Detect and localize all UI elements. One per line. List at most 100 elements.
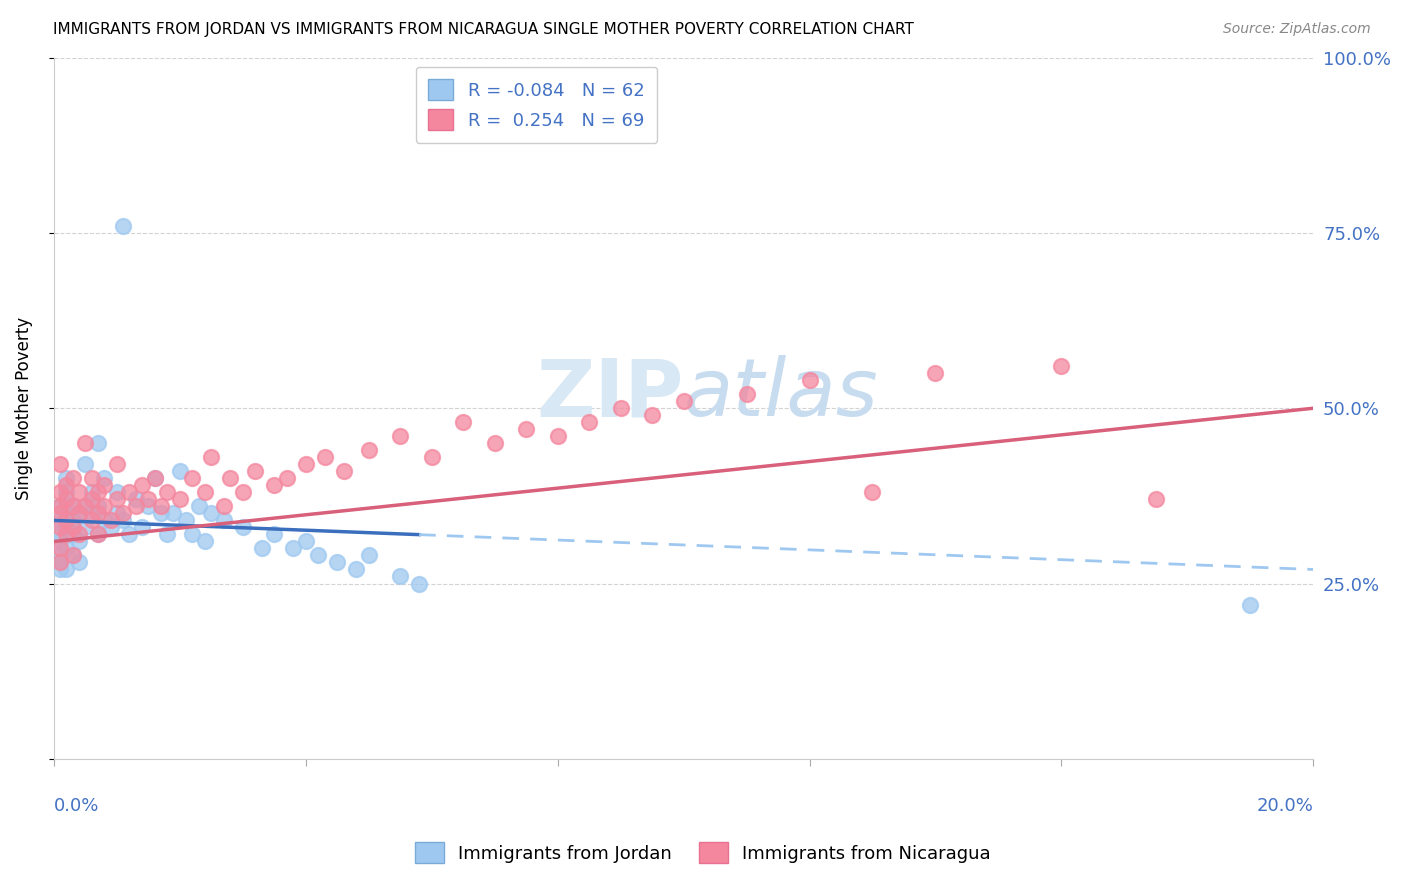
Legend: R = -0.084   N = 62, R =  0.254   N = 69: R = -0.084 N = 62, R = 0.254 N = 69 xyxy=(416,67,657,143)
Point xyxy=(62,471,84,485)
Text: ZIP: ZIP xyxy=(536,355,683,434)
Point xyxy=(112,507,135,521)
Point xyxy=(55,507,77,521)
Point xyxy=(49,534,72,549)
Point xyxy=(93,478,115,492)
Point xyxy=(100,513,122,527)
Point xyxy=(49,500,72,514)
Point xyxy=(55,485,77,500)
Point xyxy=(49,527,72,541)
Text: 20.0%: 20.0% xyxy=(1257,797,1313,815)
Point xyxy=(212,500,235,514)
Point xyxy=(200,450,222,465)
Point xyxy=(641,409,664,423)
Point xyxy=(181,471,204,485)
Point xyxy=(672,394,695,409)
Point xyxy=(1144,492,1167,507)
Point xyxy=(281,541,304,556)
Point xyxy=(67,507,90,521)
Point xyxy=(314,450,336,465)
Point xyxy=(105,458,128,472)
Point xyxy=(55,520,77,534)
Point xyxy=(49,520,72,534)
Point xyxy=(49,549,72,563)
Point xyxy=(93,513,115,527)
Point xyxy=(307,549,329,563)
Point xyxy=(87,507,110,521)
Point xyxy=(149,507,172,521)
Point xyxy=(55,471,77,485)
Point xyxy=(87,500,110,514)
Point xyxy=(80,507,103,521)
Point xyxy=(55,562,77,576)
Point xyxy=(136,492,159,507)
Point xyxy=(578,415,600,429)
Point xyxy=(194,534,217,549)
Point xyxy=(232,520,254,534)
Point xyxy=(547,429,569,443)
Point xyxy=(357,549,380,563)
Point xyxy=(100,520,122,534)
Point xyxy=(125,492,148,507)
Point xyxy=(389,569,412,583)
Point xyxy=(49,541,72,556)
Point xyxy=(75,436,97,450)
Point xyxy=(735,387,758,401)
Point xyxy=(67,507,90,521)
Point xyxy=(105,492,128,507)
Point xyxy=(62,500,84,514)
Point xyxy=(67,534,90,549)
Point xyxy=(105,485,128,500)
Point xyxy=(75,500,97,514)
Point xyxy=(55,492,77,507)
Point xyxy=(187,500,209,514)
Point xyxy=(219,471,242,485)
Point xyxy=(263,478,285,492)
Point xyxy=(200,507,222,521)
Point xyxy=(55,513,77,527)
Text: IMMIGRANTS FROM JORDAN VS IMMIGRANTS FROM NICARAGUA SINGLE MOTHER POVERTY CORREL: IMMIGRANTS FROM JORDAN VS IMMIGRANTS FRO… xyxy=(53,22,914,37)
Point xyxy=(49,556,72,570)
Point xyxy=(112,219,135,233)
Point xyxy=(143,471,166,485)
Point xyxy=(75,458,97,472)
Point xyxy=(55,478,77,492)
Point xyxy=(799,373,821,387)
Point xyxy=(87,485,110,500)
Point xyxy=(408,576,430,591)
Point xyxy=(294,458,316,472)
Point xyxy=(67,556,90,570)
Point xyxy=(55,527,77,541)
Point xyxy=(156,485,179,500)
Point xyxy=(332,464,354,478)
Point xyxy=(156,527,179,541)
Point xyxy=(62,549,84,563)
Point xyxy=(294,534,316,549)
Point xyxy=(118,485,141,500)
Point xyxy=(162,507,184,521)
Text: 0.0%: 0.0% xyxy=(53,797,100,815)
Point xyxy=(62,549,84,563)
Point xyxy=(181,527,204,541)
Point xyxy=(1050,359,1073,373)
Point xyxy=(326,556,349,570)
Point xyxy=(451,415,474,429)
Point xyxy=(49,458,72,472)
Point xyxy=(49,500,72,514)
Point xyxy=(232,485,254,500)
Point xyxy=(80,513,103,527)
Legend: Immigrants from Jordan, Immigrants from Nicaragua: Immigrants from Jordan, Immigrants from … xyxy=(404,831,1002,874)
Point xyxy=(212,513,235,527)
Point xyxy=(75,520,97,534)
Point xyxy=(609,401,631,416)
Point xyxy=(55,541,77,556)
Point xyxy=(515,422,537,436)
Point xyxy=(149,500,172,514)
Point xyxy=(389,429,412,443)
Point xyxy=(49,507,72,521)
Point xyxy=(80,471,103,485)
Point xyxy=(484,436,506,450)
Point xyxy=(263,527,285,541)
Point xyxy=(93,500,115,514)
Point xyxy=(67,485,90,500)
